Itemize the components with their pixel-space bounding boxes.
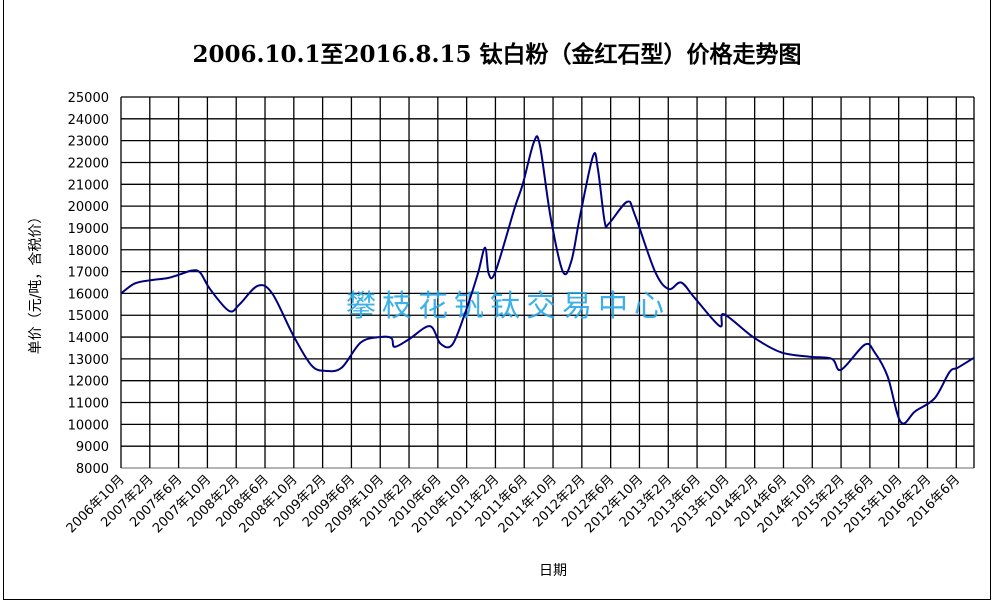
y-tick-label: 9000: [76, 440, 109, 455]
grid: [120, 96, 975, 469]
y-tick-label: 25000: [68, 91, 109, 106]
x-axis-label: 日期: [539, 563, 567, 579]
y-tick-label: 16000: [68, 287, 109, 302]
y-tick-label: 15000: [68, 309, 109, 324]
chart-title: 2006.10.1至2016.8.15 钛白粉（金红石型）价格走势图: [192, 41, 801, 68]
chart-frame: [3, 0, 991, 600]
y-tick-label: 24000: [68, 113, 109, 128]
y-tick-label: 11000: [68, 397, 109, 412]
y-tick-label: 18000: [68, 244, 109, 259]
y-tick-label: 20000: [68, 200, 109, 215]
y-tick-label: 12000: [68, 375, 109, 390]
y-tick-label: 14000: [68, 331, 109, 346]
y-tick-label: 22000: [68, 156, 109, 171]
y-tick-label: 21000: [68, 178, 109, 193]
y-axis-ticks: 8000 9000 10000 11000 12000 13000 14000 15000 16…: [68, 91, 109, 477]
y-axis-label: 单价（元/吨，含税价）: [28, 210, 44, 355]
x-axis-ticks: 2006年10月2007年2月2007年6月2007年10月2008年2月200…: [64, 472, 963, 536]
watermark: 攀枝花钒钛交易中心: [346, 289, 670, 324]
y-tick-label: 8000: [76, 462, 109, 477]
y-tick-label: 23000: [68, 135, 109, 150]
y-tick-label: 13000: [68, 353, 109, 368]
series-line: [120, 135, 975, 425]
y-tick-label: 17000: [68, 266, 109, 281]
y-tick-label: 19000: [68, 222, 109, 237]
y-tick-label: 10000: [68, 418, 109, 433]
